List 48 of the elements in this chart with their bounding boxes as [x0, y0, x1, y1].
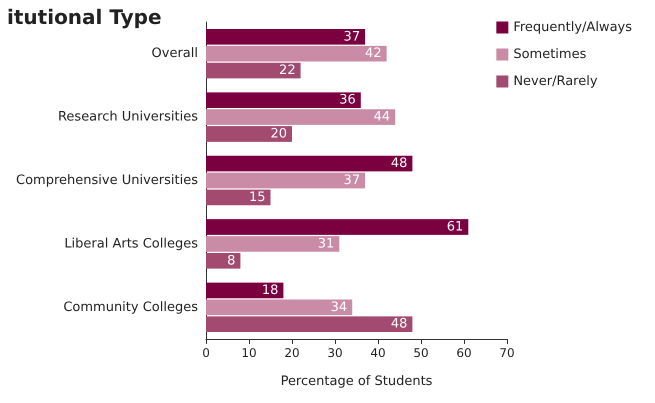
legend-label: Frequently/Always	[513, 20, 632, 35]
bar	[206, 252, 240, 269]
legend-label: Sometimes	[513, 47, 587, 62]
x-tick-label: 0	[202, 346, 210, 360]
data-label: 44	[374, 110, 390, 125]
bar	[206, 92, 361, 108]
x-axis-title: Percentage of Students	[280, 374, 433, 389]
x-tick-label: 30	[327, 346, 343, 360]
legend-label: Never/Rarely	[513, 74, 598, 89]
x-tick-label: 70	[499, 346, 515, 360]
data-label: 34	[330, 300, 348, 315]
data-label: 48	[390, 316, 408, 332]
data-label: 8	[227, 253, 236, 268]
bar	[206, 109, 396, 125]
data-label: 22	[279, 63, 296, 78]
bar	[206, 190, 270, 206]
data-label: 61	[446, 220, 464, 234]
bar	[206, 172, 366, 188]
y-tick-label: Community Colleges	[63, 300, 198, 315]
data-label: 18	[262, 282, 278, 298]
y-tick-label: Overall	[152, 46, 198, 62]
bar	[206, 156, 412, 172]
bar	[206, 126, 292, 142]
chart-title: itutional Type	[7, 5, 162, 29]
x-tick-label: 40	[370, 346, 386, 360]
bar	[206, 316, 412, 332]
data-label: 37	[344, 173, 360, 188]
x-tick-label: 60	[456, 346, 472, 360]
bar	[206, 62, 301, 78]
y-tick-label: Comprehensive Universities	[16, 173, 198, 188]
y-tick-label: Research Universities	[58, 110, 198, 125]
data-label: 48	[390, 156, 408, 172]
bar	[206, 46, 387, 62]
data-label: 20	[270, 126, 287, 142]
data-label: 36	[339, 92, 356, 108]
data-label: 31	[318, 236, 334, 252]
x-tick-label: 10	[241, 346, 257, 360]
bar	[206, 219, 468, 235]
bar	[206, 299, 352, 316]
bar	[206, 236, 340, 252]
data-label: 42	[365, 46, 382, 62]
data-label: 15	[248, 190, 266, 205]
y-tick-label: Liberal Arts Colleges	[64, 236, 198, 252]
bar	[206, 28, 366, 45]
x-tick-label: 50	[413, 346, 429, 360]
data-label: 37	[344, 29, 360, 44]
x-tick-label: 20	[284, 346, 300, 360]
bar	[206, 282, 284, 298]
